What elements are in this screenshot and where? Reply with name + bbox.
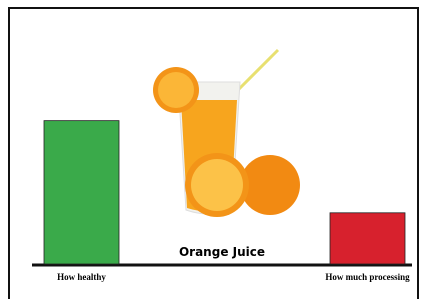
orange-half-inner xyxy=(191,159,243,211)
chart: Orange Juice How healthy How much process… xyxy=(0,0,425,299)
orange-slice-inner xyxy=(158,72,194,108)
category-label: How healthy xyxy=(57,272,106,282)
bar xyxy=(330,213,405,264)
chart-title: Orange Juice xyxy=(179,245,265,259)
bar xyxy=(44,121,119,264)
category-label: How much processing xyxy=(325,272,410,282)
